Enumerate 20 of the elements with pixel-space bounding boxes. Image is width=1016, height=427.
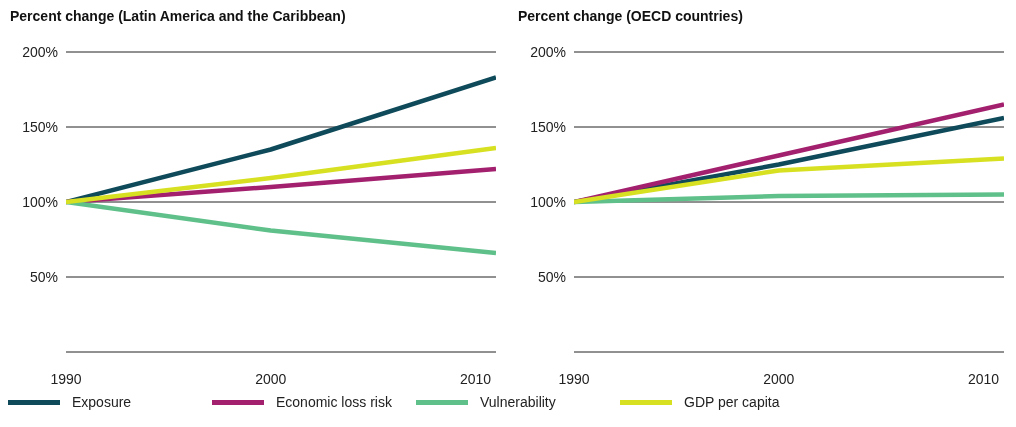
y-tick-label: 50% [537, 268, 566, 285]
y-tick-label: 100% [22, 193, 58, 210]
x-tick-label: 2000 [763, 370, 795, 387]
y-tick-label: 150% [530, 118, 566, 135]
legend-label: Exposure [72, 394, 132, 410]
y-tick-label: 200% [22, 43, 58, 60]
x-tick-label: 2010 [459, 370, 492, 387]
x-tick-label: 1990 [50, 370, 82, 387]
y-tick-label: 200% [530, 43, 566, 60]
legend-label: Economic loss risk [276, 394, 392, 410]
y-tick-label: 100% [530, 193, 566, 210]
y-tick-label: 150% [22, 118, 58, 135]
chart-title: Percent change (OECD countries) [517, 8, 744, 26]
legend-label: Vulnerability [480, 394, 556, 410]
x-tick-label: 1990 [558, 370, 590, 387]
x-tick-label: 2000 [255, 370, 287, 387]
legend-label: GDP per capita [684, 394, 780, 410]
x-tick-label: 2010 [967, 370, 1000, 387]
chart-title: Percent change (Latin America and the Caribbean) [9, 8, 347, 26]
y-tick-label: 50% [29, 268, 58, 285]
